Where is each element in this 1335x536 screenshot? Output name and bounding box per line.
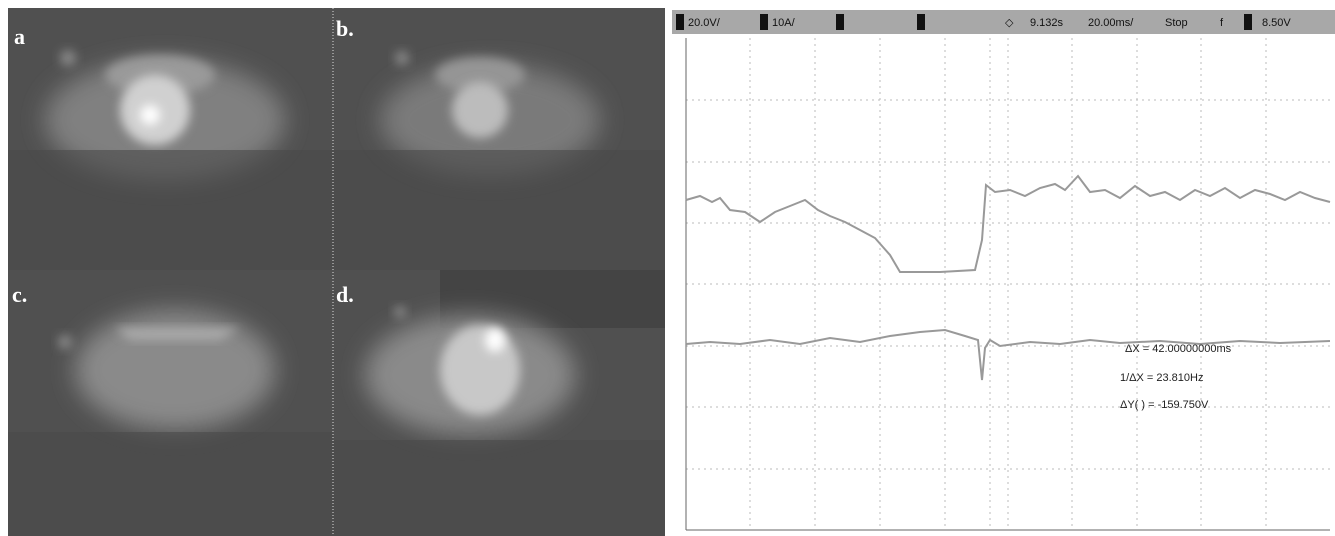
header-text: 10A/ — [772, 17, 796, 29]
header-text: 9.132s — [1030, 17, 1064, 29]
panel-label: c. — [12, 282, 27, 307]
header-text: ◇ — [1005, 17, 1014, 29]
panel-label: d. — [336, 282, 354, 307]
panel-label: a — [14, 24, 25, 49]
figure: a b. c. d. 20.0V/ 10A/ ◇ 9.132s 20.00ms/… — [0, 0, 1335, 536]
page: a b. c. d. 20.0V/ 10A/ ◇ 9.132s 20.00ms/… — [0, 0, 1335, 536]
header-text: 20.0V/ — [688, 17, 721, 29]
panel-label: b. — [336, 16, 354, 41]
measurement: 1/ΔX = 23.810Hz — [1120, 372, 1203, 384]
header-text: 8.50V — [1262, 17, 1291, 29]
header-text: 20.00ms/ — [1088, 17, 1134, 29]
scope-bg — [672, 8, 1335, 536]
measurement: ΔX = 42.00000000ms — [1125, 343, 1232, 355]
header-text: Stop — [1165, 17, 1188, 29]
photo-grid: a b. c. d. — [8, 8, 665, 536]
oscilloscope: 20.0V/ 10A/ ◇ 9.132s 20.00ms/ Stop f 8.5… — [672, 8, 1335, 536]
measurement: ΔY( ) = -159.750V — [1120, 399, 1209, 411]
